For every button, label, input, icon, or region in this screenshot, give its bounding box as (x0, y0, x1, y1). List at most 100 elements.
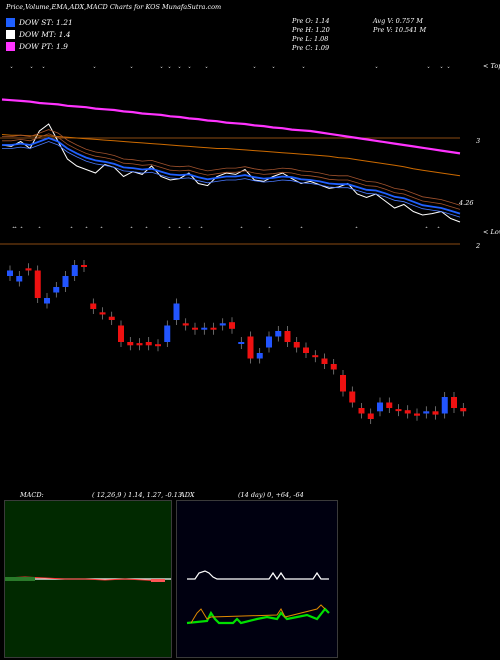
candle-body (90, 303, 97, 309)
top-marker: ˇ (188, 67, 191, 74)
low-marker: ˆ (38, 227, 41, 234)
top-marker: ˇ (440, 67, 443, 74)
candle-body (367, 413, 374, 419)
top-marker: ˇ (30, 67, 33, 74)
candle-body (423, 411, 430, 414)
top-marker: ˇ (130, 67, 133, 74)
prev-volume: Pre V: 10.541 M (373, 26, 427, 34)
legend-label-st: DOW ST: 1.21 (19, 18, 73, 27)
macd-histogram (151, 579, 165, 582)
legend-swatch-mt (6, 30, 15, 39)
ema-line-ema-mid (1, 134, 461, 177)
low-marker: ˆ (130, 227, 133, 234)
top-marker: ˇ (10, 67, 13, 74)
ema-line-dow-pt (1, 98, 461, 155)
ema-band-line (2, 133, 461, 210)
top-marker: ˇ (168, 67, 171, 74)
candle-body (358, 408, 365, 414)
candle-body (441, 397, 448, 414)
low-marker: ˆ (425, 227, 428, 234)
candle-body (395, 409, 402, 412)
lows-label: < Lows (483, 228, 500, 236)
pre-open: Pre O: 1.14 (292, 17, 330, 25)
low-marker: ˆ (85, 227, 88, 234)
candle-body (451, 397, 457, 408)
candle-body (219, 323, 226, 326)
low-marker: ˆ (20, 227, 23, 234)
candle-body (155, 344, 161, 347)
candle-body (62, 276, 69, 287)
candle-body (108, 316, 115, 320)
macd-panel (4, 500, 172, 658)
candle-body (81, 265, 87, 267)
top-marker: ˇ (160, 67, 163, 74)
candle-body (349, 391, 356, 403)
last-price-label: 4.26 (459, 199, 474, 207)
candle-body (192, 327, 198, 330)
low-marker: ˆ (240, 227, 243, 234)
ema-band-line (2, 129, 461, 206)
candle-body (266, 336, 272, 348)
adx-params: (14 day) 0, +64, -64 (238, 491, 304, 499)
candle-body (164, 325, 171, 342)
macd-params: ( 12,26,9 ) 1.14, 1.27, -0.13 (92, 491, 182, 499)
candle-body (303, 347, 309, 353)
candle-body (16, 276, 23, 282)
low-marker: ˆ (100, 227, 103, 234)
adx-title: ADX (180, 491, 195, 499)
candle-body (44, 298, 50, 304)
adx-panel (176, 500, 338, 658)
low-marker: ˆ (168, 227, 171, 234)
candle-body (118, 325, 124, 342)
candle-body (330, 364, 337, 370)
candle-body (293, 342, 300, 348)
ema-band-line (2, 141, 461, 218)
candle-body (256, 353, 263, 359)
top-marker: ˇ (427, 67, 430, 74)
candle-body (238, 342, 245, 344)
legend-swatch-st (6, 18, 15, 27)
low-marker: ˆ (437, 227, 440, 234)
legend-label-pt: DOW PT: 1.9 (19, 42, 68, 51)
candle-body (7, 270, 13, 276)
top-marker: ˇ (302, 67, 305, 74)
pre-close: Pre C: 1.09 (292, 44, 330, 52)
candle-body (432, 411, 439, 415)
low-marker: ˆ (300, 227, 303, 234)
candle-body (275, 331, 282, 337)
macd-histogram (5, 577, 35, 581)
candle-body (377, 402, 383, 412)
chart-title: Price,Volume,EMA,ADX,MACD Charts for KOS… (6, 3, 222, 11)
ema-line-dow-st (2, 137, 461, 215)
low-marker: ˆ (14, 227, 17, 234)
low-marker: ˆ (268, 227, 271, 234)
low-marker: ˆ (355, 227, 358, 234)
candle-body (25, 268, 32, 271)
candle-body (182, 323, 189, 326)
candle-body (34, 270, 41, 298)
candle-body (127, 342, 134, 346)
low-marker: ˆ (200, 227, 203, 234)
avg-volume: Avg V: 0.757 M (373, 17, 423, 25)
candle-body (414, 413, 420, 416)
top-marker: ˇ (42, 67, 45, 74)
legend-label-mt: DOW MT: 1.4 (19, 30, 71, 39)
candle-body (145, 342, 152, 346)
tops-label: < Tops (483, 62, 500, 70)
candle-body (247, 336, 254, 359)
candle-body (321, 358, 328, 364)
legend-mt: DOW MT: 1.4 (6, 30, 71, 39)
top-marker: ˇ (272, 67, 275, 74)
candle-body (210, 327, 217, 330)
low-marker: ˆ (70, 227, 73, 234)
top-marker: ˇ (205, 67, 208, 74)
pre-high: Pre H: 1.20 (292, 26, 330, 34)
candle-body (386, 402, 393, 408)
adx-minus-di-line (190, 604, 326, 624)
ema-line-dow-mt (1, 123, 461, 223)
candle-body (136, 343, 143, 346)
adx-line (187, 570, 329, 581)
candle-body (404, 410, 411, 414)
